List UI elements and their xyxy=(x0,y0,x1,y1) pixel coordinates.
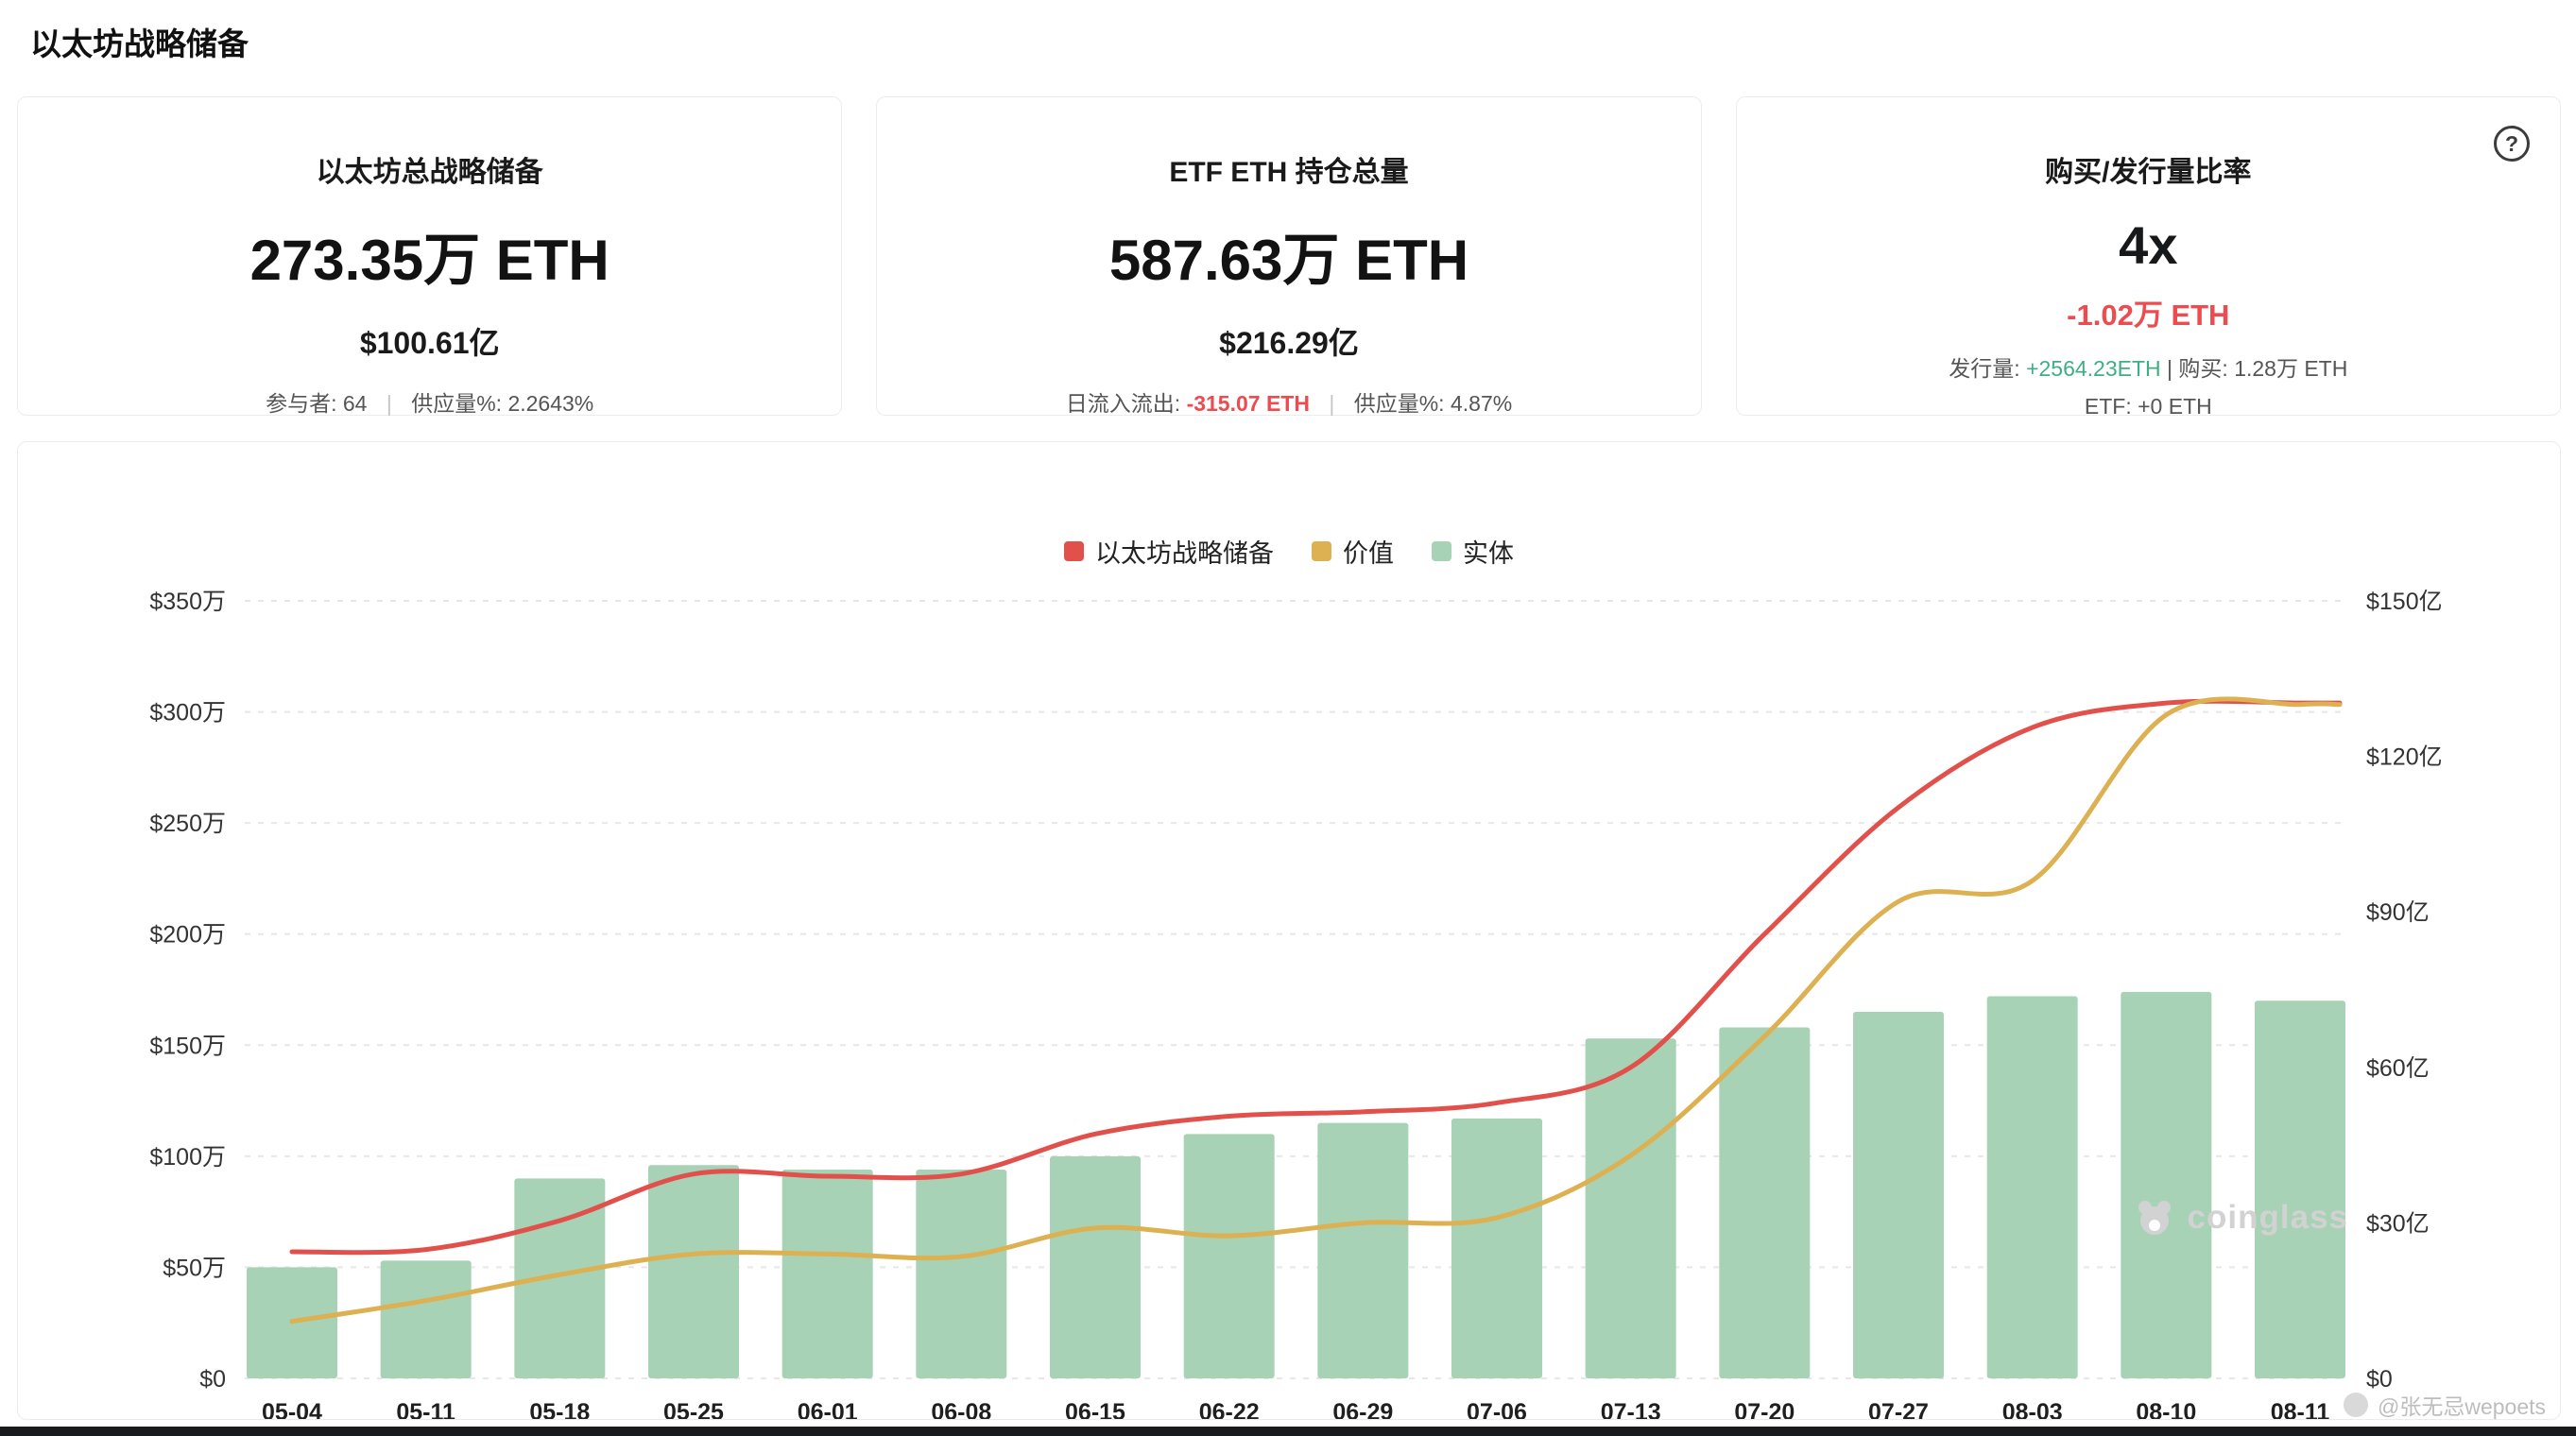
etf-holdings-meta: 日流入流出: -315.07 ETH | 供应量%: 4.87% xyxy=(877,385,1700,418)
svg-text:08-11: 08-11 xyxy=(2271,1399,2330,1419)
author-text: @张无忌wepoets xyxy=(2377,1394,2546,1419)
svg-text:$300万: $300万 xyxy=(149,700,226,727)
svg-text:$250万: $250万 xyxy=(149,811,226,837)
svg-text:$350万: $350万 xyxy=(149,589,226,615)
chart-legend: 以太坊战略储备 价值 实体 xyxy=(18,533,2560,570)
legend-swatch-green xyxy=(1432,541,1451,561)
buy-label: 购买: xyxy=(2178,356,2228,381)
svg-text:06-01: 06-01 xyxy=(798,1399,858,1419)
etf-holdings-usd: $216.29亿 xyxy=(1219,326,1359,360)
ratio-etf-line: ETF: +0 ETH xyxy=(2084,394,2212,419)
page-title: 以太坊战略储备 xyxy=(30,26,249,61)
svg-text:07-20: 07-20 xyxy=(1734,1399,1795,1419)
supply-value: 2.2643% xyxy=(507,391,594,416)
svg-text:$100万: $100万 xyxy=(149,1144,226,1171)
author-watermark: @张无忌wepoets xyxy=(2343,1389,2546,1421)
svg-text:05-25: 05-25 xyxy=(663,1399,724,1419)
svg-text:$150亿: $150亿 xyxy=(2366,589,2443,615)
svg-text:06-15: 06-15 xyxy=(1065,1399,1125,1419)
ratio-meta: 发行量: +2564.23ETH | 购买: 1.28万 ETH xyxy=(1737,350,2560,383)
supply-label: 供应量%: xyxy=(411,391,503,416)
chart-card: $350万 $300万 $250万 $200万 $150万 $100万 $50万 $0 $150… xyxy=(17,441,2561,1420)
flow-label: 日流入流出: xyxy=(1065,391,1181,416)
supply-label: 供应量%: xyxy=(1353,391,1445,416)
svg-text:$60亿: $60亿 xyxy=(2366,1055,2430,1082)
total-reserve-usd: $100.61亿 xyxy=(359,326,500,360)
flow-value: -315.07 ETH xyxy=(1186,391,1310,416)
svg-text:06-08: 06-08 xyxy=(931,1399,991,1419)
svg-text:$30亿: $30亿 xyxy=(2366,1210,2430,1237)
etf-holdings-title: ETF ETH 持仓总量 xyxy=(1169,157,1409,188)
stat-cards-row: 以太坊总战略储备 273.35万 ETH $100.61亿 参与者: 64 | … xyxy=(17,96,2561,419)
svg-text:$0: $0 xyxy=(199,1366,226,1393)
svg-text:08-03: 08-03 xyxy=(2002,1399,2063,1419)
svg-text:06-29: 06-29 xyxy=(1332,1399,1393,1419)
svg-text:$0: $0 xyxy=(2366,1366,2393,1393)
buy-value: 1.28万 ETH xyxy=(2234,356,2348,381)
issue-value: +2564.23ETH xyxy=(2026,356,2161,381)
svg-text:07-06: 07-06 xyxy=(1467,1399,1527,1419)
legend-item-entity[interactable]: 实体 xyxy=(1432,533,1514,570)
legend-item-reserve[interactable]: 以太坊战略储备 xyxy=(1064,533,1274,570)
svg-text:$120亿: $120亿 xyxy=(2366,744,2443,771)
card-buy-issue-ratio: ? 购买/发行量比率 4x -1.02万 ETH 发行量: +2564.23ET… xyxy=(1735,96,2561,419)
separator: | xyxy=(1329,391,1335,416)
total-reserve-title: 以太坊总战略储备 xyxy=(316,157,543,188)
participants-label: 参与者: xyxy=(266,391,337,416)
etf-holdings-amount: 587.63万 ETH xyxy=(1108,229,1469,292)
legend-item-value[interactable]: 价值 xyxy=(1312,533,1394,570)
svg-text:05-11: 05-11 xyxy=(396,1399,455,1419)
help-icon[interactable]: ? xyxy=(2493,126,2530,162)
svg-text:06-22: 06-22 xyxy=(1199,1399,1260,1419)
total-reserve-amount: 273.35万 ETH xyxy=(249,229,610,292)
svg-text:$50万: $50万 xyxy=(163,1255,226,1281)
legend-label-value: 价值 xyxy=(1343,539,1394,568)
ratio-title: 购买/发行量比率 xyxy=(2045,157,2252,188)
separator: | xyxy=(2167,356,2173,381)
svg-text:$150万: $150万 xyxy=(149,1033,226,1059)
coinglass-watermark: coinglass xyxy=(2133,1196,2348,1239)
supply-value: 4.87% xyxy=(1450,391,1513,416)
participants-value: 64 xyxy=(342,391,368,416)
svg-text:05-04: 05-04 xyxy=(262,1399,322,1419)
author-badge-icon xyxy=(2343,1393,2368,1417)
card-total-reserve: 以太坊总战略储备 273.35万 ETH $100.61亿 参与者: 64 | … xyxy=(17,96,843,418)
svg-text:$200万: $200万 xyxy=(149,922,226,949)
reserve-chart[interactable]: $350万 $300万 $250万 $200万 $150万 $100万 $50万 $0 $150… xyxy=(18,442,2558,1419)
legend-label-reserve: 以太坊战略储备 xyxy=(1095,539,1274,568)
legend-swatch-yellow xyxy=(1312,541,1331,561)
ratio-value: 4x xyxy=(2119,215,2178,275)
bear-icon xyxy=(2138,1201,2171,1235)
bottom-window-edge xyxy=(0,1427,2576,1436)
coinglass-text: coinglass xyxy=(2187,1199,2348,1236)
total-reserve-meta: 参与者: 64 | 供应量%: 2.2643% xyxy=(18,385,841,418)
svg-text:07-27: 07-27 xyxy=(1868,1399,1929,1419)
legend-swatch-red xyxy=(1064,541,1084,561)
issue-label: 发行量: xyxy=(1949,356,2020,381)
svg-text:08-10: 08-10 xyxy=(2136,1399,2196,1419)
svg-text:05-18: 05-18 xyxy=(529,1399,590,1419)
card-etf-holdings: ETF ETH 持仓总量 587.63万 ETH $216.29亿 日流入流出:… xyxy=(876,96,1702,418)
separator: | xyxy=(386,391,392,416)
legend-label-entity: 实体 xyxy=(1463,539,1514,568)
ratio-delta: -1.02万 ETH xyxy=(2067,299,2230,332)
svg-text:$90亿: $90亿 xyxy=(2366,899,2430,926)
svg-text:07-13: 07-13 xyxy=(1601,1399,1661,1419)
